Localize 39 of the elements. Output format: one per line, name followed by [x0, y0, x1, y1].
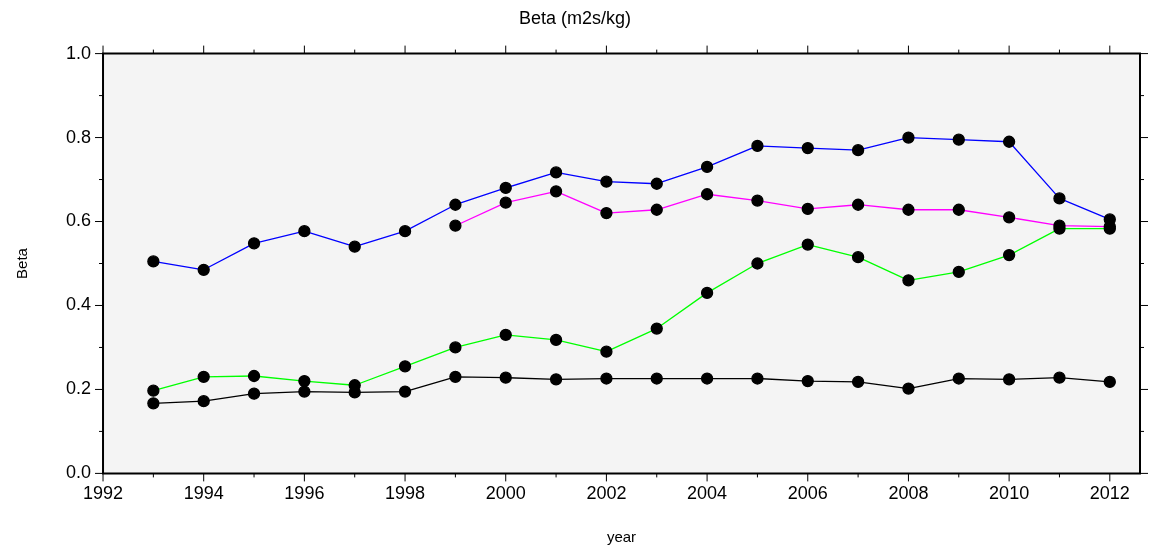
- point: [549, 373, 563, 386]
- x-tick-label: 2006: [787, 483, 828, 504]
- point: [1002, 373, 1016, 386]
- point: [700, 372, 714, 385]
- point: [751, 372, 764, 385]
- x-tick-label: 1998: [385, 483, 426, 504]
- y-tick-label: 1.0: [65, 42, 92, 63]
- point: [398, 385, 412, 398]
- point: [902, 382, 915, 395]
- x-axis-title: year: [606, 528, 637, 546]
- point: [449, 370, 462, 383]
- point: [650, 372, 663, 385]
- x-tick-label: 2008: [888, 483, 929, 504]
- point: [298, 385, 311, 398]
- point: [147, 397, 160, 410]
- y-tick-label: 0.6: [65, 210, 92, 231]
- x-tick-label: 2012: [1089, 483, 1130, 504]
- point: [1103, 375, 1116, 389]
- y-axis-title: Beta: [13, 247, 31, 279]
- point: [1053, 371, 1066, 384]
- chart-title: Beta (m2s/kg): [518, 7, 632, 28]
- point: [247, 387, 261, 400]
- y-tick-label: 0.0: [65, 462, 92, 483]
- x-tick-label: 2000: [485, 483, 526, 504]
- x-tick-label: 2002: [586, 483, 627, 504]
- point: [851, 375, 865, 389]
- point: [952, 372, 965, 385]
- point: [600, 372, 613, 385]
- x-tick-label: 1992: [83, 483, 124, 504]
- x-tick-label: 2010: [989, 483, 1030, 504]
- x-tick-label: 2004: [687, 483, 728, 504]
- point: [197, 395, 210, 408]
- x-tick-label: 1994: [183, 483, 224, 504]
- y-tick-label: 0.8: [65, 126, 92, 147]
- point: [499, 371, 512, 384]
- point: [801, 374, 814, 388]
- y-tick-label: 0.2: [65, 378, 92, 399]
- y-tick-label: 0.4: [65, 294, 92, 315]
- x-tick-label: 1996: [284, 483, 325, 504]
